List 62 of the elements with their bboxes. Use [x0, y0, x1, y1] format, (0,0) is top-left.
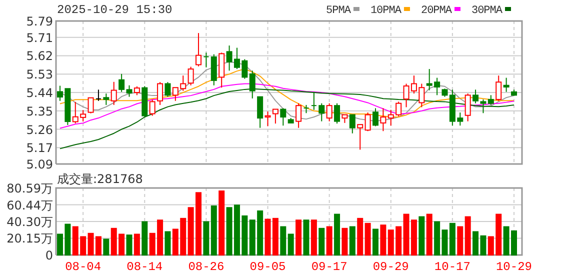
y-tick-label: 5.17	[26, 141, 53, 156]
bar	[357, 218, 364, 256]
bar	[326, 226, 332, 256]
bar	[210, 205, 217, 256]
x-tick-label: 10-17	[434, 260, 470, 274]
bar	[318, 228, 325, 256]
legend-label: 10PMA	[370, 5, 402, 17]
y-tick-label: 5.35	[26, 104, 53, 118]
bar	[303, 220, 310, 256]
x-tick-label: 09-17	[311, 260, 348, 274]
candlestick	[249, 70, 256, 99]
y-tick-label: 5.71	[26, 30, 53, 45]
bar	[449, 222, 456, 256]
y-tick-label: 0	[45, 248, 53, 262]
y-tick-label: 5.26	[26, 122, 53, 137]
bar	[203, 221, 210, 256]
bar	[380, 224, 386, 256]
y-tick-label: 5.79	[26, 14, 53, 28]
legend-label: 5PMA	[326, 5, 352, 17]
bar	[372, 228, 378, 256]
bar	[418, 216, 425, 256]
y-tick-label: 60.44万	[6, 198, 53, 212]
x-tick-label: 08-04	[65, 260, 102, 274]
y-tick-label: 20.15万	[6, 232, 53, 246]
y-tick-label: 5.53	[26, 68, 53, 82]
chart-title: 2025-10-29 15:30	[57, 3, 172, 17]
y-tick-label: 5.09	[26, 158, 53, 172]
bar	[464, 216, 471, 256]
y-tick-label: 5.44	[26, 86, 53, 100]
y-tick-label: 40.30万	[6, 214, 53, 229]
candlestick	[310, 91, 317, 110]
bar	[310, 220, 317, 256]
bar	[164, 231, 171, 256]
bar	[126, 234, 132, 256]
x-tick-label: 10-29	[496, 260, 532, 274]
bar	[457, 226, 464, 256]
candlestick	[203, 52, 210, 68]
bar	[349, 226, 356, 256]
candlestick	[380, 108, 386, 132]
x-tick-label: 09-29	[372, 260, 409, 274]
legend-label: 20PMA	[420, 5, 452, 17]
x-tick-label: 08-14	[126, 260, 163, 274]
y-tick-label: 80.59万	[6, 182, 53, 196]
bar	[280, 226, 286, 256]
y-tick-label: 5.62	[26, 49, 53, 64]
candlestick	[503, 77, 510, 92]
candlestick	[264, 111, 271, 127]
x-tick-label: 08-26	[188, 260, 224, 274]
bar	[218, 190, 225, 256]
bar	[364, 222, 371, 256]
bar	[103, 238, 110, 256]
bar	[288, 234, 294, 256]
chart-title: 成交量:281768	[57, 172, 143, 186]
candlestick	[280, 108, 286, 126]
bar	[334, 214, 340, 256]
bar	[296, 220, 302, 256]
bar	[142, 221, 148, 256]
bar	[342, 228, 348, 256]
legend-label: 30PMA	[471, 5, 503, 17]
bar	[426, 214, 432, 256]
bar	[134, 234, 140, 256]
x-tick-label: 09-05	[250, 260, 286, 274]
